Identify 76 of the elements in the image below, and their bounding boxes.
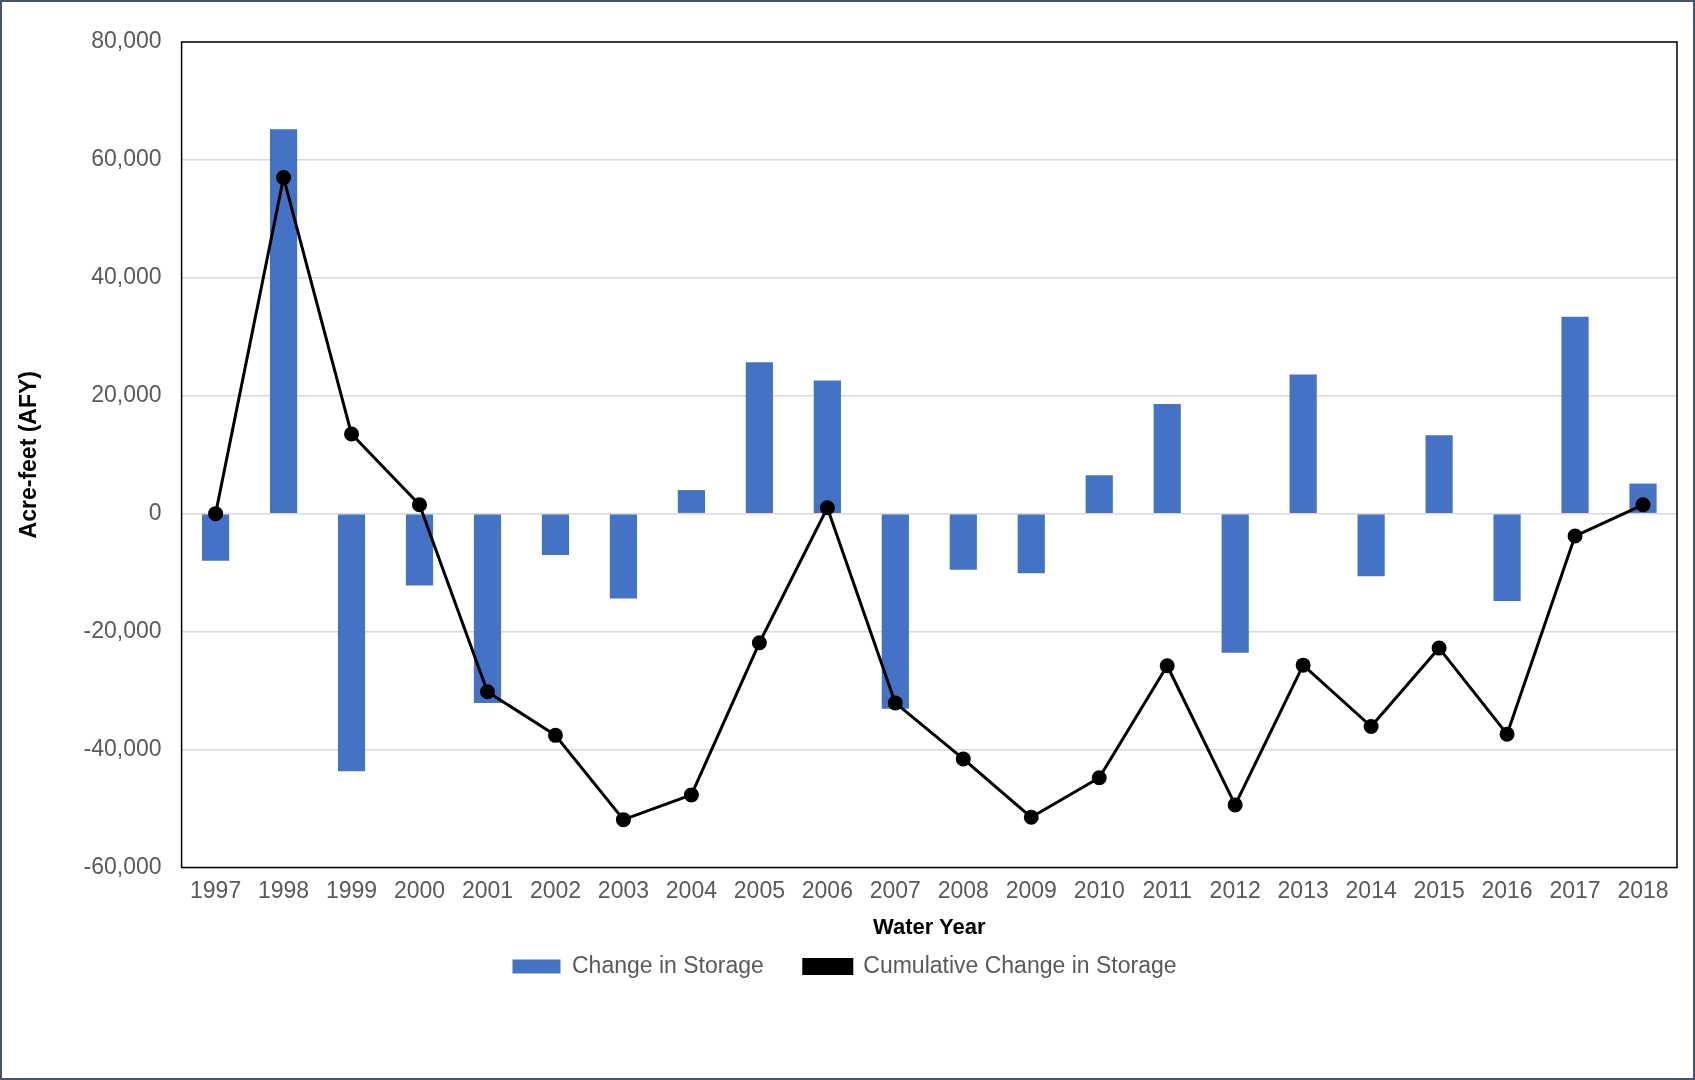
bar: [949, 514, 977, 570]
y-tick-label: -40,000: [83, 734, 162, 761]
x-tick-label: 2011: [1142, 876, 1192, 903]
bar: [1425, 435, 1453, 513]
legend-label: Cumulative Change in Storage: [863, 951, 1177, 978]
point: [615, 812, 631, 828]
point: [208, 506, 224, 522]
y-axis-title: Acre-feet (AFY): [15, 370, 42, 539]
bar: [1221, 514, 1249, 653]
x-tick-label: 2005: [733, 876, 785, 903]
point: [1227, 797, 1243, 813]
x-tick-label: 2015: [1413, 876, 1465, 903]
point: [819, 500, 835, 516]
point: [1431, 640, 1447, 656]
bar: [541, 514, 570, 555]
point: [1295, 657, 1311, 673]
point: [412, 497, 428, 513]
y-tick-label: 80,000: [91, 27, 162, 54]
point: [1499, 726, 1515, 742]
bar: [813, 380, 841, 513]
point: [887, 695, 903, 711]
y-tick-label: -60,000: [83, 852, 162, 879]
point: [547, 727, 563, 743]
point: [276, 170, 292, 186]
x-tick-label: 1997: [190, 876, 242, 903]
point: [1023, 809, 1039, 825]
point: [479, 684, 495, 700]
bar: [1017, 514, 1045, 574]
x-tick-label: 2013: [1277, 876, 1329, 903]
y-tick-label: -20,000: [83, 616, 162, 643]
x-tick-label: 2018: [1617, 876, 1669, 903]
point: [751, 635, 767, 651]
point: [955, 751, 971, 767]
y-tick-label: 40,000: [91, 263, 162, 290]
x-axis-title: Water Year: [873, 914, 986, 940]
bar: [745, 362, 773, 513]
bar: [1153, 404, 1181, 513]
x-tick-label: 2016: [1481, 876, 1533, 903]
x-tick-label: 2009: [1005, 876, 1057, 903]
point: [344, 426, 360, 442]
x-tick-label: 1998: [257, 876, 310, 903]
bar: [202, 514, 230, 561]
bar: [1561, 316, 1589, 513]
x-tick-label: 2010: [1073, 876, 1125, 903]
bar: [677, 490, 705, 513]
point: [683, 787, 699, 803]
bar: [1493, 514, 1521, 601]
bar: [1289, 374, 1317, 513]
point: [1363, 718, 1379, 734]
x-tick-label: 2000: [393, 876, 446, 903]
bar: [1357, 514, 1385, 577]
x-tick-label: 2006: [801, 876, 853, 903]
bar: [881, 514, 909, 709]
x-tick-label: 2012: [1209, 876, 1261, 903]
bar: [337, 514, 366, 772]
y-tick-label: 0: [148, 499, 162, 525]
bar: [269, 129, 298, 513]
point: [1567, 528, 1583, 544]
x-tick-label: 2007: [869, 876, 921, 903]
x-tick-label: 2003: [597, 876, 650, 903]
x-tick-label: 2001: [461, 876, 514, 903]
x-tick-label: 2008: [937, 876, 989, 903]
bar: [405, 514, 434, 586]
y-tick-label: 20,000: [91, 381, 162, 408]
bar: [609, 514, 638, 599]
point: [1091, 770, 1107, 786]
x-tick-label: 2017: [1549, 876, 1601, 903]
bar: [473, 514, 502, 703]
y-tick-label: 60,000: [91, 145, 162, 172]
x-tick-label: 1999: [325, 876, 378, 903]
x-tick-label: 2004: [665, 876, 718, 903]
point: [1159, 658, 1175, 674]
bar: [1085, 475, 1113, 513]
legend-label: Change in Storage: [571, 951, 764, 978]
x-tick-label: 2014: [1345, 876, 1397, 903]
x-tick-label: 2002: [529, 876, 582, 903]
